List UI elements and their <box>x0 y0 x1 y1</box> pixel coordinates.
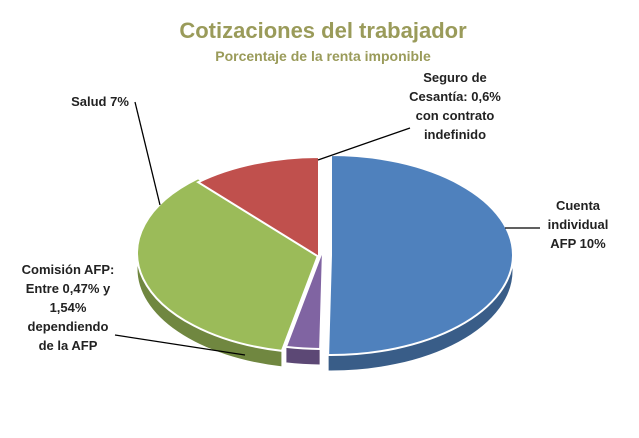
pie-leader-line <box>114 334 246 356</box>
pie-slice <box>136 177 321 352</box>
chart-subtitle: Porcentaje de la renta imponible <box>215 48 431 64</box>
pie-slice <box>196 155 320 259</box>
pie-slice <box>284 248 324 350</box>
pie-slice <box>327 153 514 356</box>
pie-leaders <box>114 101 540 356</box>
pie-slice-label: Cuenta individual AFP 10% <box>548 198 609 251</box>
pie-leader-line <box>317 127 411 161</box>
pie-slice-label: Seguro de Cesantía: 0,6% con contrato indef… <box>409 70 501 142</box>
pie-labels: Cuenta individual AFP 10% Seguro de Cesantía… <box>22 70 609 353</box>
pie-slice-label: Comisión AFP: Entre 0,47% y 1,54% dependien… <box>22 262 115 353</box>
chart-title: Cotizaciones del trabajador <box>179 18 467 43</box>
pie-tops <box>136 153 514 356</box>
pie-leader-line <box>134 101 161 206</box>
pie-slice-label: Salud 7% <box>71 94 129 109</box>
